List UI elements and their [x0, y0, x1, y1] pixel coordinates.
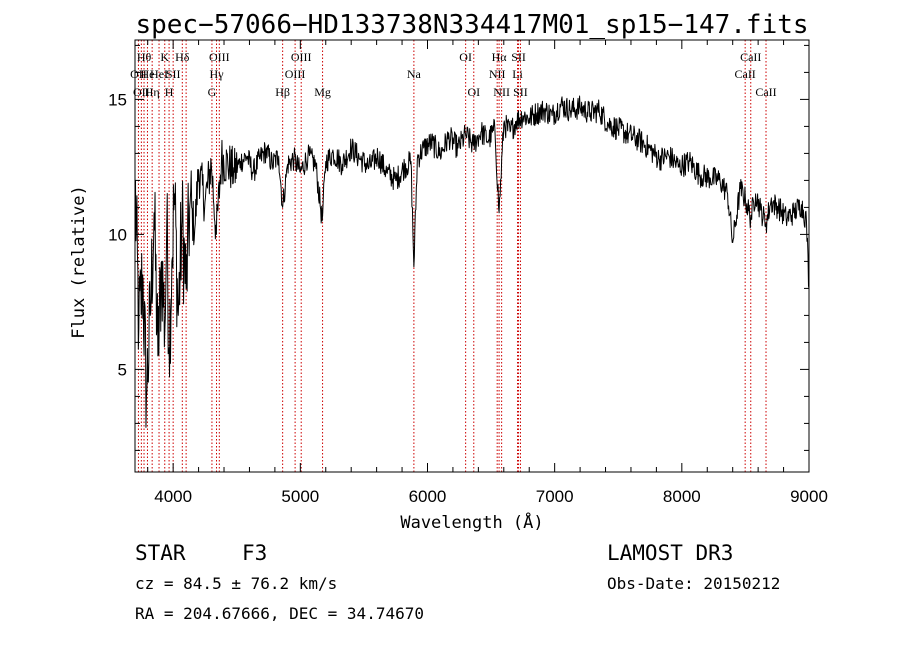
- spectrum-series-line: [134, 95, 810, 428]
- survey-name: LAMOST DR3: [607, 541, 733, 565]
- spectral-line-label: SII: [511, 50, 526, 64]
- spectral-line-label: CaII: [740, 50, 761, 64]
- sky-coordinates: RA = 204.67666, DEC = 34.74670: [135, 604, 424, 623]
- spectral-line-label: OIII: [285, 67, 306, 81]
- spectral-line-label: OIII: [291, 50, 312, 64]
- x-tick-label: 5000: [281, 487, 319, 506]
- spectral-line-label: OII: [130, 67, 147, 81]
- observation-date: Obs-Date: 20150212: [607, 574, 780, 593]
- x-axis-ticks: 4000 5000 6000 7000 8000 9000: [147, 40, 828, 506]
- series-layer: [134, 95, 810, 428]
- spectral-line-label: K: [160, 50, 169, 64]
- spectral-line-label: CaII: [734, 67, 755, 81]
- x-tick-label: 8000: [663, 487, 701, 506]
- spectral-line-label: H: [165, 85, 174, 99]
- x-tick-label: 7000: [536, 487, 574, 506]
- object-subclass: F3: [242, 541, 267, 565]
- spectral-line-labels-layer: OII OII Hθ He Hη HeI K H SII Hδ G Hγ OIII Hβ OIII OIII M…: [130, 50, 777, 99]
- y-tick-label: 15: [108, 90, 127, 109]
- object-class: STAR: [135, 541, 186, 565]
- y-axis-label: Flux (relative): [69, 185, 89, 339]
- spectral-line-label: OII: [133, 85, 150, 99]
- x-axis-label: Wavelength (Å): [400, 511, 543, 533]
- spectral-line-label: Mg: [314, 85, 331, 99]
- spectral-line-label: G: [208, 85, 217, 99]
- y-axis-ticks: 5 10 15: [108, 44, 809, 451]
- spectral-line-label: Hη: [145, 85, 160, 99]
- x-tick-label: 6000: [409, 487, 447, 506]
- spectral-line-label: SII: [513, 85, 528, 99]
- spectral-line-label: Hδ: [175, 50, 190, 64]
- chart-title: spec−57066−HD133738N334417M01_sp15−147.f…: [135, 10, 808, 40]
- spectral-line-label: Na: [407, 67, 422, 81]
- x-tick-label: 4000: [154, 487, 192, 506]
- plot-frame: [134, 39, 810, 473]
- spectral-line-label: HeI: [150, 67, 168, 81]
- y-tick-label: 10: [108, 225, 127, 244]
- spectral-line-label: He: [140, 67, 154, 81]
- spectral-line-label: NII: [493, 85, 510, 99]
- y-tick-label: 5: [118, 360, 127, 379]
- spectral-line-label: OIII: [209, 50, 230, 64]
- spectral-line-label: OI: [459, 50, 472, 64]
- spectral-line-label: Hβ: [275, 85, 290, 99]
- spectral-line-label: Hγ: [210, 67, 225, 81]
- x-tick-label: 9000: [790, 487, 828, 506]
- spectral-line-label: OI: [467, 85, 480, 99]
- redshift-velocity: cz = 84.5 ± 76.2 km/s: [135, 574, 337, 593]
- spectral-line-label: Li: [512, 67, 523, 81]
- spectral-line-label: SII: [166, 67, 181, 81]
- spectral-line-label: Hθ: [137, 50, 152, 64]
- spectral-line-label: NII: [489, 67, 506, 81]
- spectral-line-label: Hα: [492, 50, 508, 64]
- spectral-line-label: CaII: [755, 85, 776, 99]
- spectral-lines-layer: [137, 40, 767, 472]
